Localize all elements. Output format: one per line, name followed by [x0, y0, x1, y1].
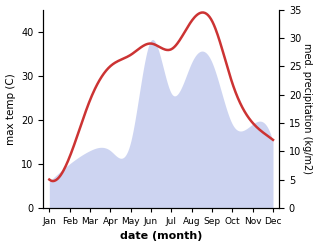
Y-axis label: max temp (C): max temp (C): [5, 73, 16, 144]
Y-axis label: med. precipitation (kg/m2): med. precipitation (kg/m2): [302, 43, 313, 174]
X-axis label: date (month): date (month): [120, 231, 202, 242]
